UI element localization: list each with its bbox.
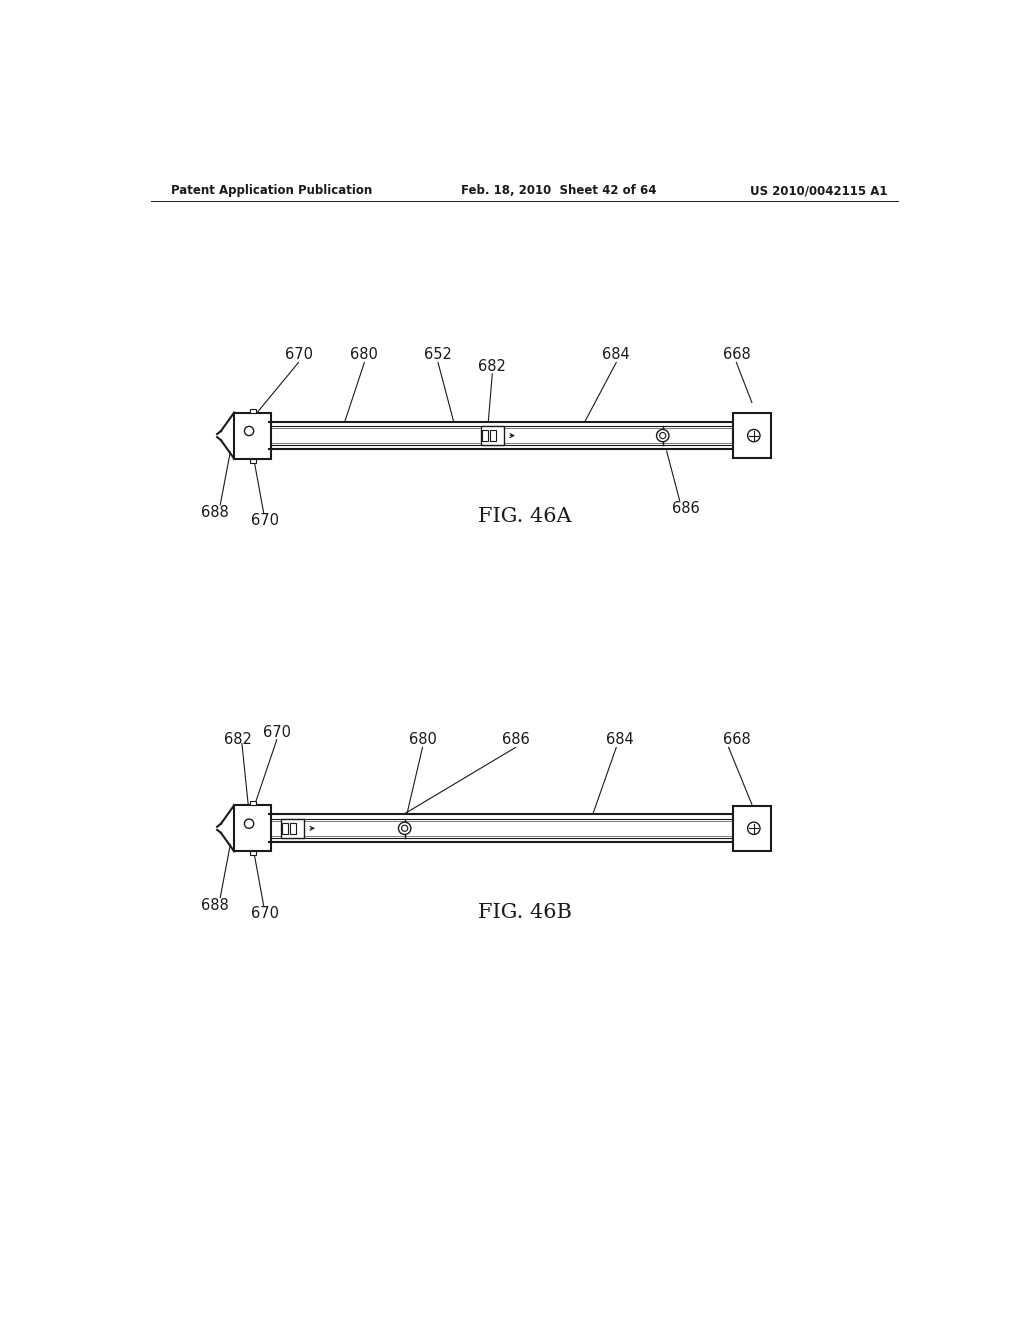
Bar [250, 459, 256, 462]
Text: FIG. 46B: FIG. 46B [478, 903, 571, 923]
Text: 670: 670 [285, 347, 312, 362]
Text: 682: 682 [224, 733, 252, 747]
Bar [250, 801, 256, 805]
Circle shape [401, 825, 408, 832]
Circle shape [398, 822, 411, 834]
Circle shape [748, 429, 760, 442]
Bar [732, 413, 771, 458]
Text: US 2010/0042115 A1: US 2010/0042115 A1 [750, 185, 888, 197]
Text: 670: 670 [251, 906, 280, 920]
Bar [489, 430, 496, 441]
Bar [250, 851, 256, 855]
Text: Patent Application Publication: Patent Application Publication [171, 185, 372, 197]
Bar [234, 805, 271, 851]
Bar [281, 818, 304, 838]
Text: 688: 688 [201, 898, 228, 913]
Text: 684: 684 [606, 733, 634, 747]
Bar [234, 412, 271, 459]
Text: 686: 686 [502, 733, 529, 747]
Text: 652: 652 [424, 347, 452, 362]
Bar [732, 807, 771, 850]
Circle shape [245, 818, 254, 829]
Bar [290, 822, 296, 834]
Text: Feb. 18, 2010  Sheet 42 of 64: Feb. 18, 2010 Sheet 42 of 64 [461, 185, 656, 197]
Text: 686: 686 [672, 502, 699, 516]
Text: 688: 688 [201, 506, 228, 520]
Bar [250, 409, 256, 412]
Text: 682: 682 [478, 359, 506, 374]
Text: 670: 670 [263, 725, 291, 739]
Text: 684: 684 [602, 347, 630, 362]
Text: 668: 668 [723, 347, 751, 362]
Text: 668: 668 [723, 733, 751, 747]
Circle shape [659, 433, 666, 438]
Text: 670: 670 [251, 512, 280, 528]
Circle shape [748, 822, 760, 834]
Text: 680: 680 [409, 733, 436, 747]
Bar [283, 822, 289, 834]
Circle shape [656, 429, 669, 442]
Bar [480, 426, 504, 445]
Text: FIG. 46A: FIG. 46A [478, 507, 571, 525]
Bar [482, 430, 488, 441]
Circle shape [245, 426, 254, 436]
Text: 680: 680 [350, 347, 378, 362]
